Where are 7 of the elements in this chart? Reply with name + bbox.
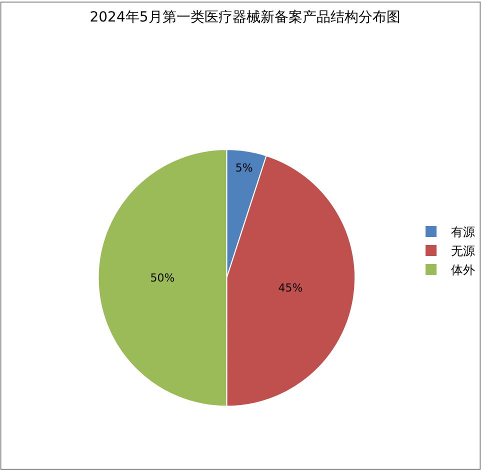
data-label: 45%	[278, 281, 303, 294]
chart-title: 2024年5月第一类医疗器械新备案产品结构分布图	[90, 8, 400, 26]
data-label: 50%	[150, 271, 175, 284]
legend-label: 有源	[451, 225, 476, 240]
legend-label: 体外	[451, 263, 476, 278]
data-label: 5%	[235, 162, 253, 175]
legend-label: 无源	[451, 244, 476, 258]
